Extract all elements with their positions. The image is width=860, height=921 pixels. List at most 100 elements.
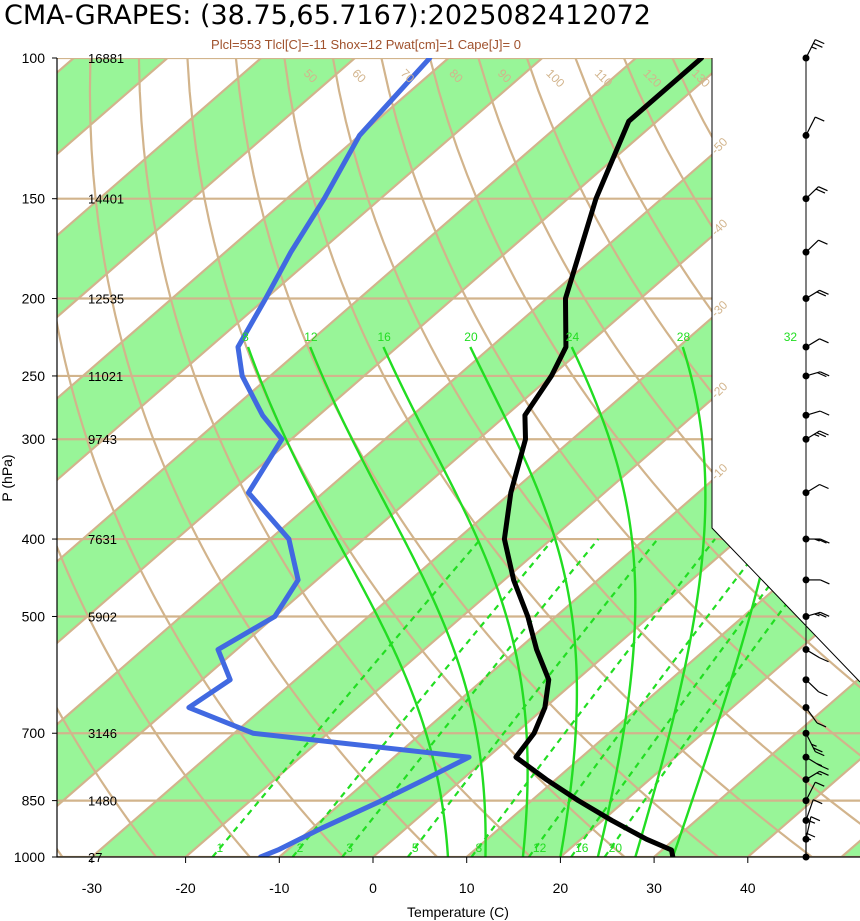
isotherm-line: [57, 58, 356, 857]
wind-barb-column: [802, 39, 830, 861]
mixing-ratio-line: [528, 538, 768, 857]
x-tick-label: 40: [740, 880, 756, 896]
plot-right-edge: [711, 58, 860, 683]
isotherm-line: [57, 58, 450, 857]
wind-barb-shaft: [805, 781, 816, 801]
wind-barb-flag: [820, 538, 830, 544]
moist-adiabat-label: 16: [377, 330, 391, 344]
wind-barb-flag: [815, 116, 825, 122]
temperature-trace: [501, 58, 705, 857]
wind-barb-half: [811, 46, 817, 50]
wind-barb-half: [814, 613, 820, 617]
wind-barb-shaft: [805, 186, 819, 200]
y-tick-label: 850: [22, 793, 46, 809]
wind-barb-flag: [813, 747, 823, 753]
height-label: 5902: [88, 609, 117, 624]
wind-barb-half: [816, 772, 823, 776]
wind-barb-shaft: [805, 679, 819, 693]
mixing-ratio-line: [603, 538, 836, 857]
wind-barb-flag: [817, 612, 827, 618]
dry-adiabat-label: 70: [398, 66, 418, 86]
wind-barb-shaft: [805, 410, 821, 416]
mixing-ratio-line: [291, 538, 555, 857]
y-tick-label: 300: [22, 431, 46, 447]
height-label: 3146: [88, 726, 117, 741]
wind-barb-half: [813, 433, 820, 437]
wind-barb-flag: [819, 289, 829, 295]
isotherm-line: [184, 58, 860, 857]
sounding-traces: [186, 58, 705, 857]
x-tick-label: 10: [459, 880, 475, 896]
wind-barb-flag: [817, 372, 827, 378]
moist-adiabat-8: [246, 346, 450, 857]
wind-barb-shaft: [805, 483, 820, 494]
wind-barb-half: [814, 538, 820, 542]
x-tick-label: 20: [553, 880, 569, 896]
wind-barb-flag: [819, 611, 830, 617]
wind-barb-half: [811, 743, 817, 747]
x-tick-label: 30: [646, 880, 662, 896]
mixing-ratio-label: 12: [533, 841, 547, 855]
height-label: 11021: [88, 369, 123, 384]
isotherm-line: [57, 58, 543, 857]
wind-barb-shaft: [805, 39, 816, 59]
wind-barb-flag: [815, 188, 826, 194]
wind-barb-flag: [819, 657, 829, 663]
mixing-ratio-line: [211, 538, 482, 857]
wind-barb-flag: [813, 42, 823, 48]
wind-barb-flag: [820, 579, 830, 585]
y-tick-label: 250: [22, 368, 46, 384]
mixing-ratio-label: 2: [297, 841, 304, 855]
moist-adiabat-16: [382, 346, 529, 857]
wind-barb-flag: [818, 239, 828, 245]
x-tick-label: -20: [175, 880, 195, 896]
wind-barb-flag: [819, 770, 829, 776]
isotherm-line: [57, 58, 262, 857]
wind-barb-flag: [818, 691, 828, 697]
moist-adiabat-label: 28: [677, 330, 691, 344]
dry-adiabat: [57, 58, 171, 857]
wind-barb-flag: [819, 483, 829, 490]
mixing-ratio-line: [470, 538, 716, 857]
isotherm-line: [465, 58, 860, 857]
moist-adiabat-24: [570, 346, 637, 857]
wind-barb-shaft: [805, 289, 820, 300]
isotherm-line: [653, 58, 860, 857]
isotherm-band: [466, 58, 860, 857]
y-tick-label: 200: [22, 291, 46, 307]
mixing-ratio-label: 1: [217, 841, 224, 855]
wind-barb-half: [816, 763, 823, 767]
height-label: 12535: [88, 292, 124, 307]
wind-barb-flag: [819, 430, 829, 436]
wind-barb-flag: [805, 832, 816, 838]
mixing-ratio-line: [406, 538, 659, 857]
dry-adiabat-label: 100: [543, 66, 567, 90]
wind-barb-flag: [815, 781, 825, 787]
wind-barb-shaft: [805, 116, 816, 136]
height-label: 14401: [88, 192, 124, 207]
wind-barb-shaft: [805, 649, 820, 659]
wind-barb-flag: [817, 538, 827, 544]
moist-adiabat-label: 12: [304, 330, 318, 344]
isotherm-band: [57, 58, 860, 857]
isotherm-line: [559, 58, 860, 857]
y-tick-label: 1000: [14, 849, 45, 865]
dewpoint-trace: [186, 58, 472, 857]
moist-adiabat-label: 32: [784, 330, 798, 344]
wind-barb-shaft: [805, 239, 819, 253]
x-tick-label: 0: [369, 880, 377, 896]
wind-barb-flag: [810, 816, 821, 822]
wind-barb-flag: [815, 751, 825, 757]
mixing-ratio-label: 5: [412, 841, 419, 855]
mixing-ratio-line: [341, 538, 600, 857]
wind-barb-flag: [812, 799, 823, 805]
height-label: 16881: [88, 51, 124, 66]
wind-barb-shaft: [805, 707, 818, 724]
dry-adiabat-label: 60: [349, 66, 369, 86]
moist-adiabat-label: 8: [242, 330, 249, 344]
height-label: 1480: [88, 794, 117, 809]
height-label: 9743: [88, 432, 117, 447]
y-tick-label: 700: [22, 725, 46, 741]
y-tick-label: 100: [22, 50, 46, 66]
mixing-ratio-label: 8: [475, 841, 482, 855]
